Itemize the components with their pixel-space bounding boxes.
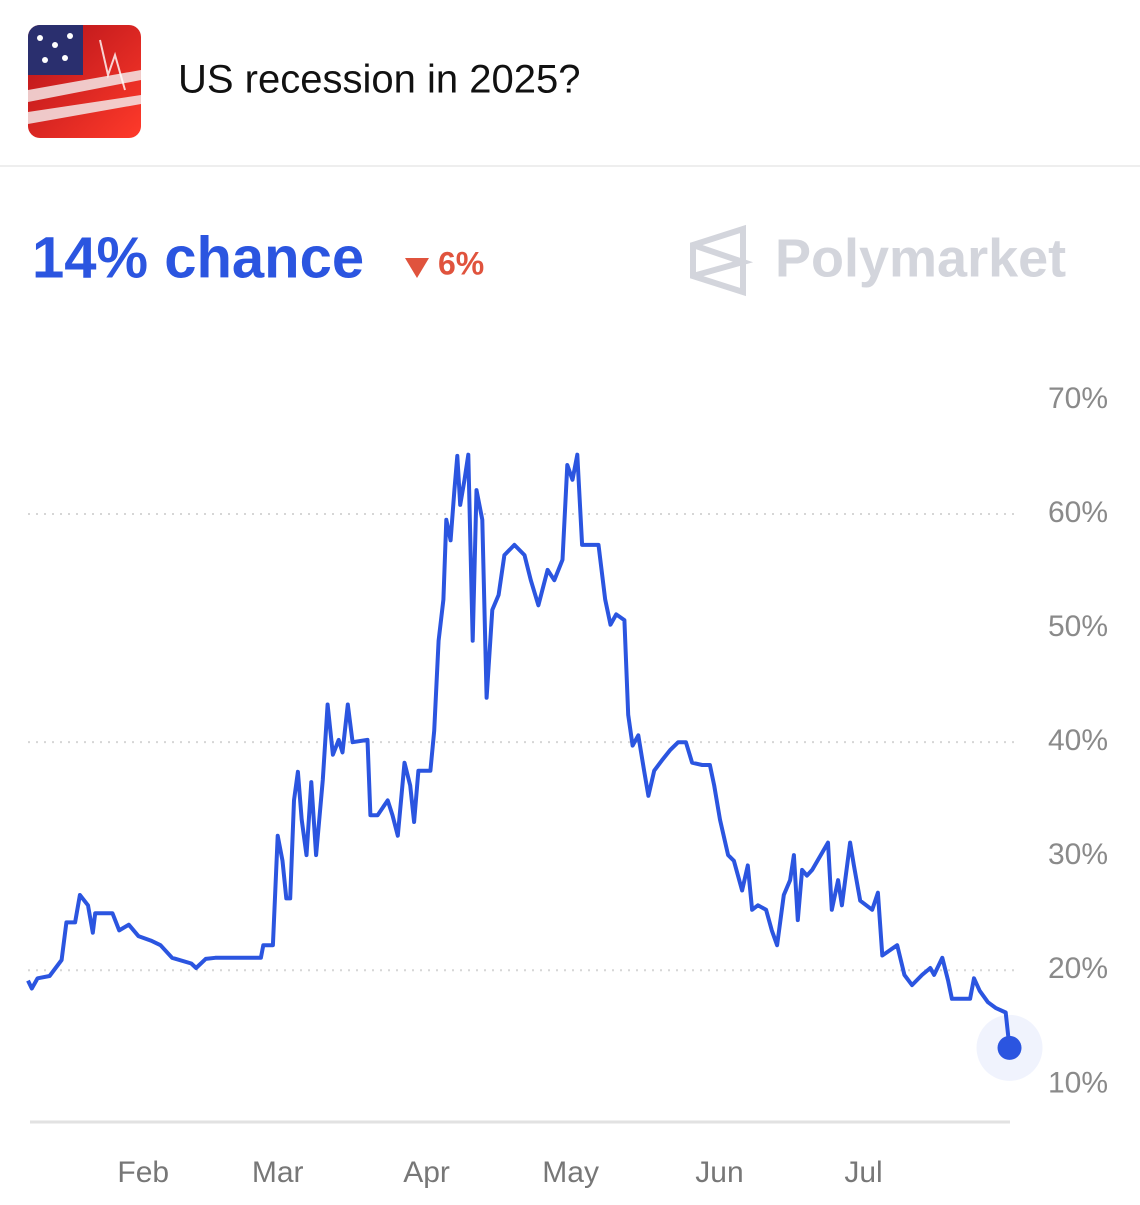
y-tick-label: 10% [1048,1066,1108,1099]
x-tick-label: Jun [695,1156,743,1189]
y-tick-label: 20% [1048,952,1108,985]
x-tick-label: May [542,1156,599,1189]
y-tick-label: 40% [1048,724,1108,757]
brand: Polymarket [775,228,1066,288]
end-dot [997,1035,1022,1060]
headline: 14% chance [32,225,364,290]
x-tick-label: Feb [117,1156,169,1189]
x-tick-label: Apr [403,1156,450,1189]
x-tick-label: Mar [252,1156,304,1189]
brand-logo [690,224,754,297]
y-tick-label: 50% [1048,610,1108,643]
x-tick-label: Jul [844,1156,882,1189]
y-tick-label: 30% [1048,838,1108,871]
y-tick-label: 70% [1048,382,1108,415]
down-arrow [405,258,429,278]
y-tick-label: 60% [1048,496,1108,529]
change: 6% [438,245,484,281]
market-icon [28,25,141,138]
line [26,452,1012,1049]
market-title: US recession in 2025? [178,58,580,102]
